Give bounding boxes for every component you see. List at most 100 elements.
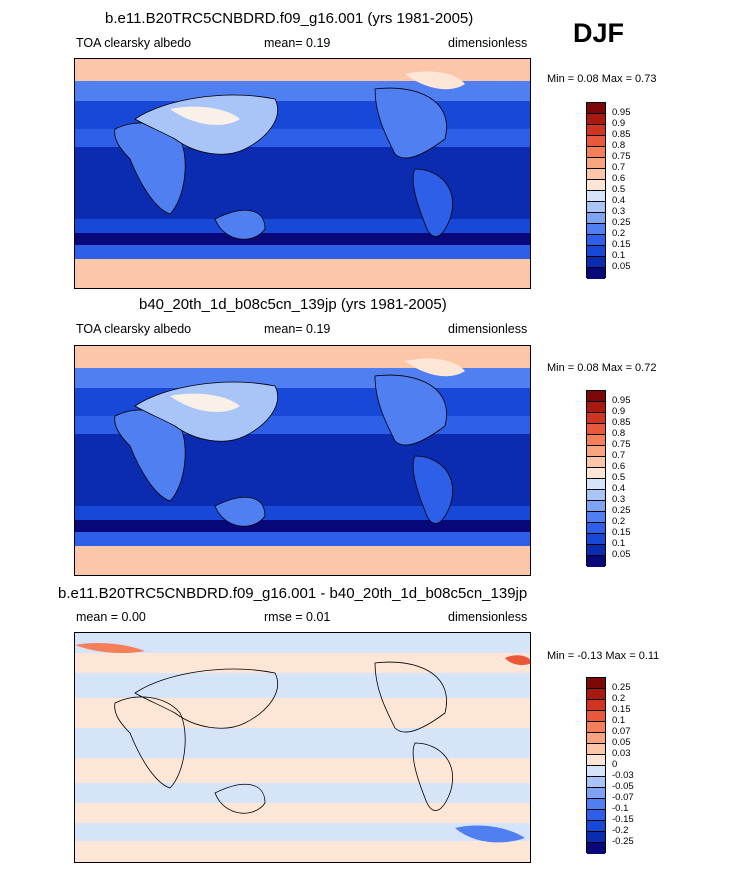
colorbar-swatch — [587, 479, 605, 490]
colorbar-tick-label: 0.75 — [612, 151, 631, 162]
colorbar-tick-label: 0.2 — [612, 693, 626, 704]
colorbar-swatch — [587, 147, 605, 158]
colorbar-tick-label: 0.15 — [612, 527, 631, 538]
colorbar-swatch — [587, 136, 605, 147]
panel2-units-label: dimensionless — [448, 322, 528, 336]
colorbar-tick-label: 0.25 — [612, 217, 631, 228]
colorbar-swatch — [587, 821, 605, 832]
panel2-title: b40_20th_1d_b08c5cn_139jp (yrs 1981-2005… — [139, 296, 447, 313]
colorbar-swatch — [587, 235, 605, 246]
colorbar-swatch — [587, 722, 605, 733]
panel1-units-label: dimensionless — [448, 36, 528, 50]
colorbar-swatch — [587, 490, 605, 501]
colorbar-tick-label: 0.4 — [612, 195, 626, 206]
colorbar-tick-label: 0.1 — [612, 538, 626, 549]
colorbar-swatch — [587, 700, 605, 711]
colorbar-tick-label: 0.9 — [612, 406, 626, 417]
season-label: DJF — [573, 18, 625, 48]
colorbar-swatch — [587, 391, 605, 402]
colorbar-swatch — [587, 534, 605, 545]
colorbar-tick-label: 0.85 — [612, 417, 631, 428]
colorbar-swatch — [587, 744, 605, 755]
colorbar-tick-label: 0.95 — [612, 107, 631, 118]
panel2-map — [74, 345, 531, 576]
colorbar-tick-label: 0.15 — [612, 239, 631, 250]
colorbar-swatch — [587, 224, 605, 235]
colorbar-swatch — [587, 556, 605, 567]
colorbar-tick-label: 0.7 — [612, 162, 626, 173]
colorbar-tick-label: 0.1 — [612, 250, 626, 261]
colorbar-swatch — [587, 799, 605, 810]
colorbar-swatch — [587, 158, 605, 169]
colorbar-swatch — [587, 832, 605, 843]
panel1-minmax: Min = 0.08 Max = 0.73 — [547, 73, 657, 85]
colorbar-swatch — [587, 468, 605, 479]
colorbar-swatch — [587, 114, 605, 125]
colorbar-tick-label: 0.75 — [612, 439, 631, 450]
colorbar-swatch — [587, 766, 605, 777]
colorbar-swatch — [587, 169, 605, 180]
colorbar-swatch — [587, 545, 605, 556]
colorbar-swatch — [587, 457, 605, 468]
colorbar-tick-label: 0.95 — [612, 395, 631, 406]
colorbar-swatch — [587, 125, 605, 136]
panel3-minmax: Min = -0.13 Max = 0.11 — [547, 650, 660, 662]
colorbar-tick-label: 0.05 — [612, 261, 631, 272]
colorbar-swatch — [587, 501, 605, 512]
panel3-rmse-label: rmse = 0.01 — [264, 610, 331, 624]
colorbar-swatch — [587, 103, 605, 114]
colorbar-swatch — [587, 246, 605, 257]
colorbar-swatch — [587, 810, 605, 821]
colorbar-tick-label: 0.6 — [612, 173, 626, 184]
colorbar-tick-label: 0.05 — [612, 549, 631, 560]
panel3-units-label: dimensionless — [448, 610, 528, 624]
panel3-mean-label: mean = 0.00 — [76, 610, 146, 624]
colorbar-tick-label: 0.4 — [612, 483, 626, 494]
colorbar-swatch — [587, 689, 605, 700]
colorbar-swatch — [587, 268, 605, 279]
colorbar-swatch — [587, 435, 605, 446]
colorbar-tick-label: 0 — [612, 759, 618, 770]
panel3-map — [74, 632, 531, 863]
panel3-title: b.e11.B20TRC5CNBDRD.f09_g16.001 - b40_20… — [58, 585, 528, 602]
colorbar-tick-label: -0.2 — [612, 825, 629, 836]
colorbar-tick-label: 0.8 — [612, 428, 626, 439]
colorbar-tick-label: 0.5 — [612, 472, 626, 483]
colorbar-tick-label: -0.15 — [612, 814, 634, 825]
panel3-colorbar — [586, 677, 606, 854]
colorbar-swatch — [587, 191, 605, 202]
panel2-mean-label: mean= 0.19 — [264, 322, 331, 336]
colorbar-tick-label: 0.1 — [612, 715, 626, 726]
colorbar-swatch — [587, 523, 605, 534]
colorbar-swatch — [587, 424, 605, 435]
colorbar-swatch — [587, 777, 605, 788]
panel1-map — [74, 58, 531, 289]
colorbar-tick-label: -0.05 — [612, 781, 634, 792]
colorbar-tick-label: -0.25 — [612, 836, 634, 847]
colorbar-tick-label: 0.3 — [612, 494, 626, 505]
colorbar-tick-label: 0.9 — [612, 118, 626, 129]
colorbar-tick-label: 0.03 — [612, 748, 631, 759]
colorbar-tick-label: 0.3 — [612, 206, 626, 217]
panel2-colorbar — [586, 390, 606, 567]
panel2-variable-label: TOA clearsky albedo — [76, 322, 192, 336]
colorbar-tick-label: 0.8 — [612, 140, 626, 151]
colorbar-tick-label: 0.25 — [612, 505, 631, 516]
colorbar-tick-label: 0.15 — [612, 704, 631, 715]
colorbar-tick-label: 0.7 — [612, 450, 626, 461]
colorbar-swatch — [587, 733, 605, 744]
colorbar-tick-label: 0.07 — [612, 726, 631, 737]
panel2-minmax: Min = 0.08 Max = 0.72 — [547, 362, 657, 374]
colorbar-swatch — [587, 512, 605, 523]
colorbar-swatch — [587, 257, 605, 268]
colorbar-tick-label: -0.1 — [612, 803, 629, 814]
colorbar-tick-label: 0.2 — [612, 228, 626, 239]
panel1-mean-label: mean= 0.19 — [264, 36, 331, 50]
colorbar-swatch — [587, 402, 605, 413]
colorbar-tick-label: 0.5 — [612, 184, 626, 195]
colorbar-tick-label: 0.25 — [612, 682, 631, 693]
colorbar-swatch — [587, 446, 605, 457]
colorbar-tick-label: 0.05 — [612, 737, 631, 748]
colorbar-tick-label: 0.2 — [612, 516, 626, 527]
colorbar-swatch — [587, 755, 605, 766]
